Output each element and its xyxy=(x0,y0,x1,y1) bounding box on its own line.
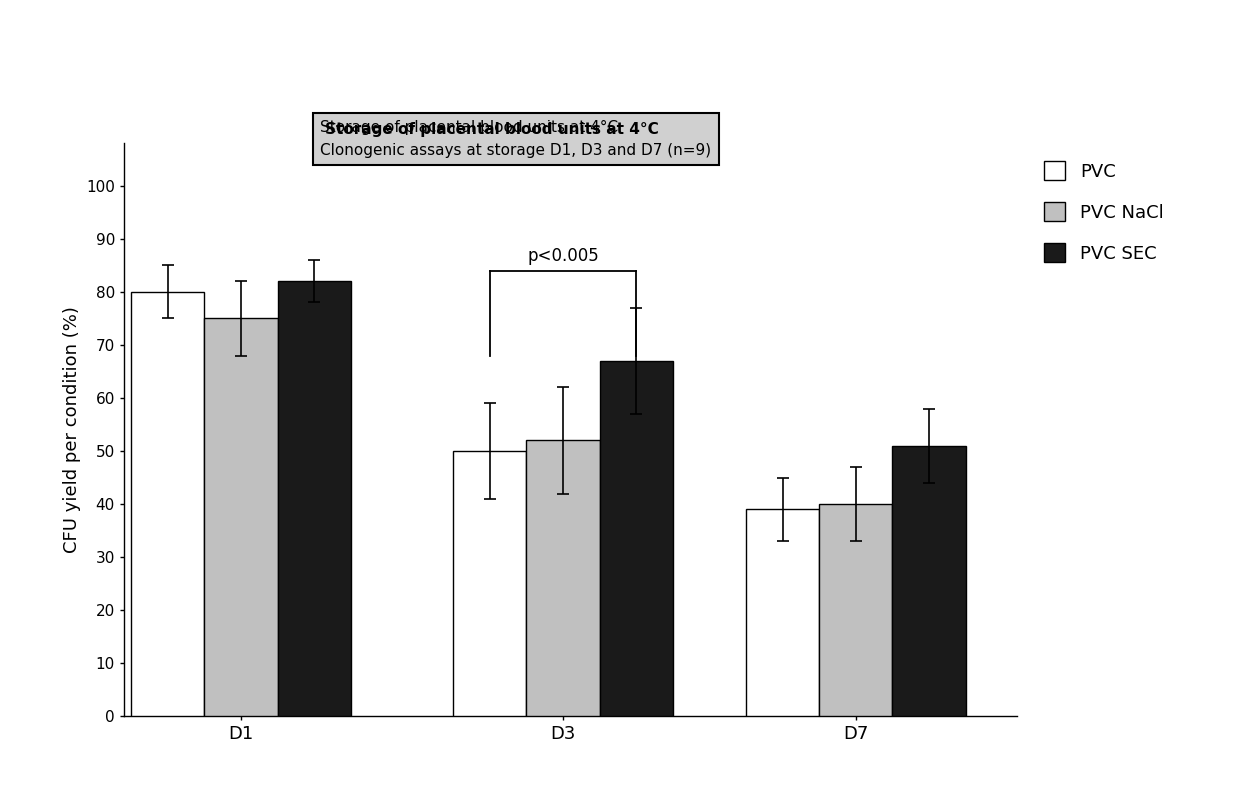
Bar xyxy=(820,504,893,716)
Bar xyxy=(205,318,278,716)
Text: p<0.005: p<0.005 xyxy=(527,248,599,265)
Legend: PVC, PVC NaCl, PVC SEC: PVC, PVC NaCl, PVC SEC xyxy=(1034,152,1173,271)
Bar xyxy=(454,451,527,716)
Bar xyxy=(278,281,351,716)
Y-axis label: CFU yield per condition (%): CFU yield per condition (%) xyxy=(62,306,81,553)
Bar xyxy=(893,446,966,716)
Bar xyxy=(527,440,600,716)
Text: Storage of placental blood units at 4°C
Clonogenic assays at storage D1, D3 and : Storage of placental blood units at 4°C … xyxy=(320,120,712,158)
Bar xyxy=(600,361,673,716)
Bar xyxy=(131,292,205,716)
Text: Storage of placental blood units at 4°C: Storage of placental blood units at 4°C xyxy=(325,122,658,137)
Bar xyxy=(746,509,820,716)
